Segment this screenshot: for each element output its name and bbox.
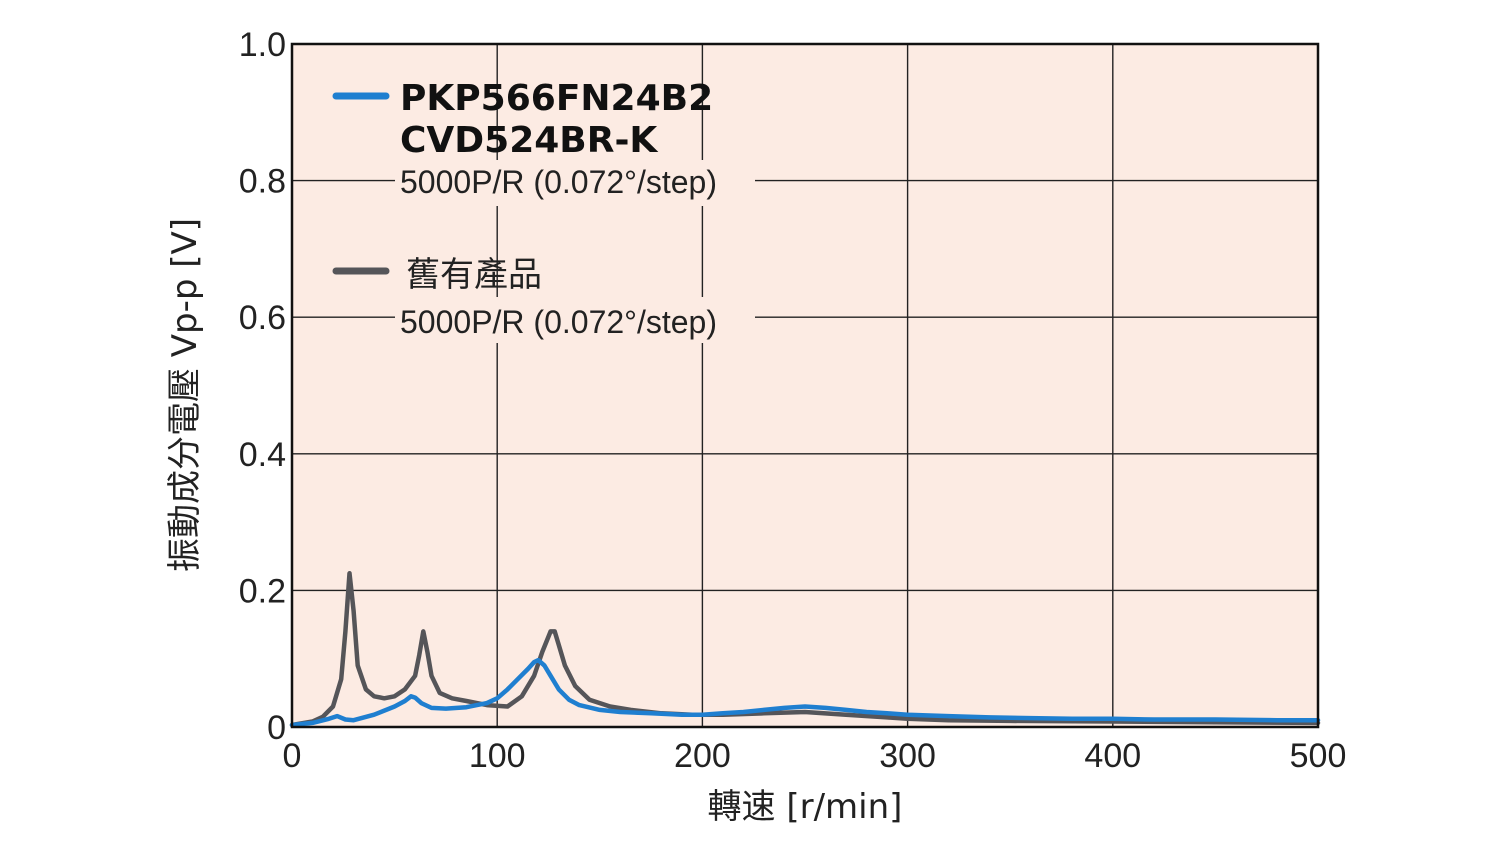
- series-layer: [289, 571, 1321, 728]
- y-tick-labels: 0 0.2 0.4 0.6 0.8 1.0: [239, 26, 286, 747]
- y-tick-label: 0.4: [239, 436, 286, 474]
- series-line-new-product: [289, 657, 1321, 728]
- y-tick-label: 0.8: [239, 163, 286, 201]
- y-tick-label: 0.2: [239, 572, 286, 610]
- plot-frame: [290, 42, 1320, 729]
- x-tick-label: 0: [283, 737, 302, 775]
- legend-new-subtitle: 5000P/R (0.072°/step): [400, 164, 717, 200]
- legend-mask-1: [395, 160, 755, 206]
- x-tick-labels: 0 100 200 300 400 500: [283, 737, 1347, 775]
- series-line-old-product: [289, 571, 1321, 728]
- x-tick-label: 100: [469, 737, 526, 775]
- x-axis-label: 轉速 [r/min]: [708, 787, 903, 827]
- y-tick-label: 0: [267, 709, 286, 747]
- legend-new-name-line1: PKP566FN24B2: [400, 78, 713, 119]
- x-tick-label: 500: [1290, 737, 1347, 775]
- y-axis-label: 振動成分電壓 Vp-p [V]: [165, 218, 205, 572]
- legend: PKP566FN24B2 CVD524BR-K 5000P/R (0.072°/…: [332, 78, 755, 343]
- legend-old-name: 舊有產品: [406, 255, 542, 295]
- legend-mask-2: [395, 297, 755, 343]
- x-tick-label: 300: [879, 737, 936, 775]
- plot-background: [292, 44, 1318, 727]
- x-tick-label: 400: [1084, 737, 1141, 775]
- x-tick-label: 200: [674, 737, 731, 775]
- legend-old-subtitle: 5000P/R (0.072°/step): [400, 304, 717, 340]
- y-tick-label: 1.0: [239, 26, 286, 64]
- y-tick-label: 0.6: [239, 299, 286, 337]
- legend-new-name-line2: CVD524BR-K: [400, 120, 658, 161]
